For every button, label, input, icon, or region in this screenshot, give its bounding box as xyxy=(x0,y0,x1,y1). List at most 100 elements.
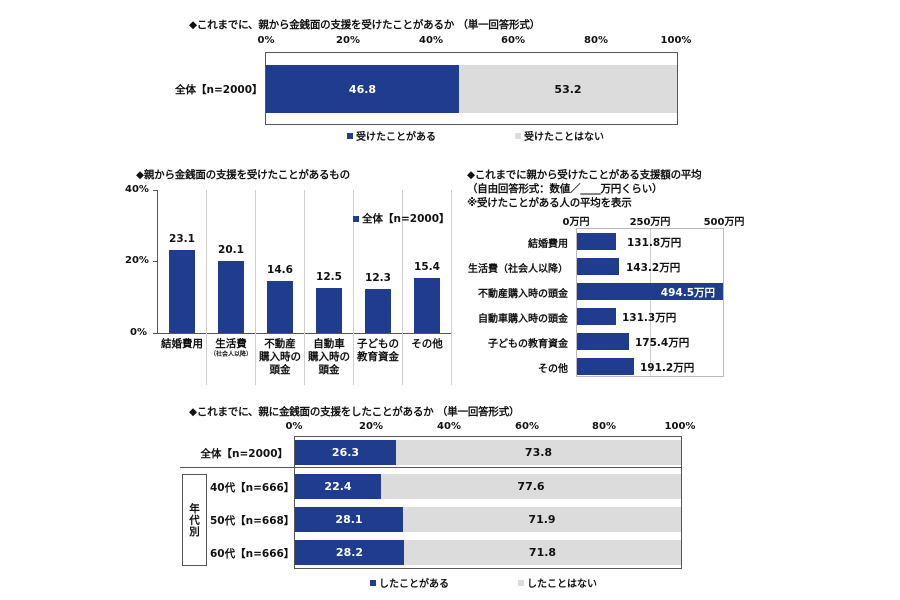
chart3-subtitle: （自由回答形式：数値／____万円くらい） xyxy=(467,183,663,195)
category-text: 生活費 xyxy=(215,338,247,350)
chart2-separator xyxy=(451,190,452,385)
category-text: 購入時の xyxy=(259,351,301,363)
chart4-tick-100: 100% xyxy=(664,421,696,432)
chart4-value-no: 71.8 xyxy=(528,546,557,559)
legend-label-no: 受けたことはない xyxy=(524,132,604,143)
chart2-separator xyxy=(304,190,305,385)
chart4-bar-no: 71.9 xyxy=(403,507,681,532)
category-text: 教育資金 xyxy=(357,351,399,363)
category-text: その他 xyxy=(411,338,443,350)
chart4-bar-yes: 28.1 xyxy=(295,507,403,532)
chart2-separator xyxy=(206,190,207,385)
chart3-value: 131.3万円 xyxy=(622,312,677,324)
chart2-bar xyxy=(414,278,440,333)
category-text: 購入時の xyxy=(308,351,350,363)
chart3-value: 143.2万円 xyxy=(626,262,681,274)
legend-swatch-blue xyxy=(370,579,376,586)
legend-label-no: したことはない xyxy=(527,579,597,590)
chart3-row-label: 子どもの教育資金 xyxy=(488,339,568,350)
chart4-row-label: 50代【n=668】 xyxy=(210,515,295,527)
chart3-bar xyxy=(577,358,634,375)
chart2-category-label: 不動産 購入時の 頭金 xyxy=(256,338,304,377)
chart1-tick-60: 60% xyxy=(501,35,525,46)
chart3-bar xyxy=(577,233,616,250)
chart2-value: 15.4 xyxy=(414,261,440,273)
chart2-title: ◆親から金銭面の支援を受けたことがあるもの xyxy=(136,169,350,181)
chart4-tick-20: 20% xyxy=(359,421,383,432)
chart2-ytick-mark xyxy=(153,190,157,191)
chart2-value: 23.1 xyxy=(169,233,195,245)
chart1-tick-0: 0% xyxy=(257,35,275,46)
chart4-tick-60: 60% xyxy=(515,421,539,432)
chart1-legend-yes: 受けたことがある xyxy=(347,128,436,143)
chart3-bar xyxy=(577,333,629,350)
chart1-legend-no: 受けたことはない xyxy=(515,128,604,143)
chart2-tick-0: 0% xyxy=(130,327,147,338)
chart4-tick-40: 40% xyxy=(437,421,461,432)
legend-swatch-gray xyxy=(515,132,521,139)
chart4-bar-yes: 22.4 xyxy=(295,474,381,499)
chart1-bar-yes: 46.8 xyxy=(266,65,459,113)
chart2-legend-label: 全体【n=2000】 xyxy=(362,213,450,225)
chart4-group-box: 年代別 xyxy=(182,474,207,566)
category-text: 頭金 xyxy=(269,364,291,376)
chart4-value-no: 71.9 xyxy=(528,513,556,526)
chart1-tick-20: 20% xyxy=(336,35,360,46)
chart4-group-label: 年代別 xyxy=(188,502,200,538)
chart3-value: 131.8万円 xyxy=(627,237,682,249)
chart4-divider xyxy=(180,467,682,468)
chart4-row-label: 全体【n=2000】 xyxy=(200,448,289,460)
chart4-title: ◆これまでに、親に金銭面の支援をしたことがあるか （単一回答形式） xyxy=(189,406,520,418)
chart3-gridline xyxy=(650,229,651,376)
chart1-tick-100: 100% xyxy=(660,35,692,46)
chart2-y-axis xyxy=(157,190,158,334)
chart3-plot-area xyxy=(576,228,724,377)
chart4-bar-yes: 26.3 xyxy=(295,440,396,465)
chart2-category-label: その他 xyxy=(403,338,451,351)
category-text: 結婚費用 xyxy=(161,338,203,350)
chart4-bar-no: 71.8 xyxy=(404,540,681,565)
chart2-category-label: 子どもの 教育資金 xyxy=(354,338,402,364)
chart4-value-no: 73.8 xyxy=(524,446,553,459)
chart4-bar-no: 77.6 xyxy=(381,474,681,499)
legend-swatch-blue xyxy=(347,132,353,139)
chart2-separator xyxy=(402,190,403,385)
chart2-value: 12.3 xyxy=(365,272,391,284)
chart3-bar xyxy=(577,308,616,325)
category-text: 子どもの xyxy=(357,338,399,350)
category-text: 不動産 xyxy=(264,338,296,350)
chart1-title: ◆これまでに、親から金銭面の支援を受けたことがあるか （単一回答形式） xyxy=(189,19,540,31)
chart1-tick-40: 40% xyxy=(419,35,443,46)
chart3-tick-500: 500万円 xyxy=(703,217,745,228)
chart4-legend-no: したことはない xyxy=(518,575,597,590)
chart2-tick-40: 40% xyxy=(125,184,149,195)
chart2-bar xyxy=(316,288,342,333)
chart2-category-label: 結婚費用 xyxy=(158,338,206,351)
chart4-row-label: 40代【n=666】 xyxy=(210,482,295,494)
chart3-bar xyxy=(577,258,619,275)
chart2-bar xyxy=(169,250,195,333)
chart3-tick-0: 0万円 xyxy=(562,217,590,228)
chart4-tick-0: 0% xyxy=(285,421,303,432)
chart4-value-no: 77.6 xyxy=(517,480,545,493)
chart4-tick-80: 80% xyxy=(592,421,616,432)
chart1-row-label: 全体【n=2000】 xyxy=(175,84,263,96)
chart3-note: ※受けたことがある人の平均を表示 xyxy=(467,197,632,209)
chart4-bar-no: 73.8 xyxy=(396,440,681,465)
chart1-value-no: 53.2 xyxy=(554,82,582,96)
chart2-tick-20: 20% xyxy=(125,255,149,266)
legend-label-yes: 受けたことがある xyxy=(356,132,436,143)
chart2-bar xyxy=(218,261,244,333)
chart1-bar-no: 53.2 xyxy=(459,65,677,113)
chart4-value-yes: 28.2 xyxy=(335,546,364,559)
chart1-tick-80: 80% xyxy=(584,35,608,46)
category-text: 頭金 xyxy=(318,364,340,376)
category-note: （社会人以降） xyxy=(209,351,252,358)
chart3-row-label: 自動車購入時の頭金 xyxy=(478,314,568,325)
legend-swatch-gray xyxy=(518,579,524,586)
chart4-legend-yes: したことがある xyxy=(370,575,449,590)
legend-label-yes: したことがある xyxy=(379,579,449,590)
chart4-value-yes: 28.1 xyxy=(335,513,363,526)
chart3-row-label: 生活費（社会人以降） xyxy=(468,264,568,275)
chart3-value: 494.5万円 xyxy=(660,287,715,299)
